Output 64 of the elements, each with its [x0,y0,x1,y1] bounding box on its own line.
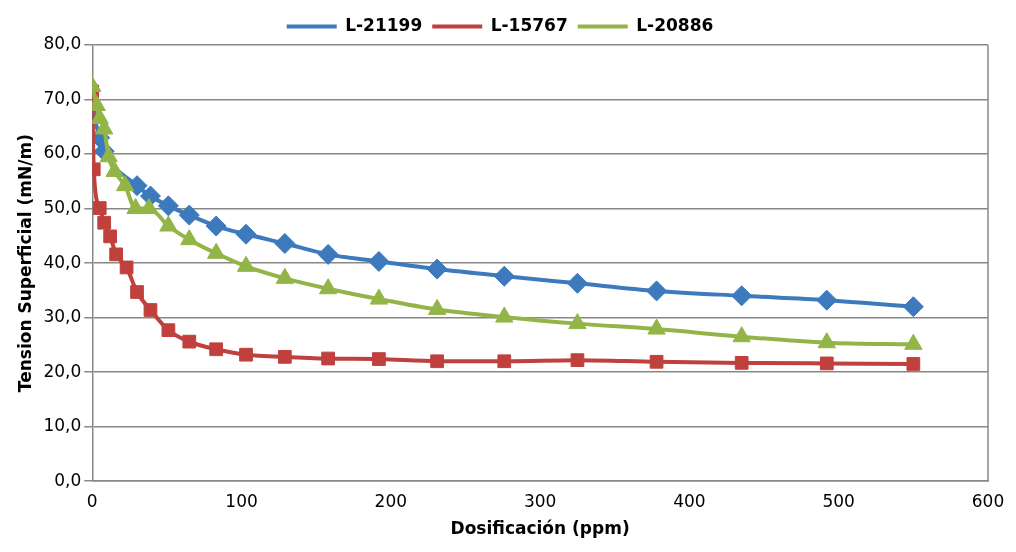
y-tick-label: 40,0 [43,251,82,272]
point [105,161,124,177]
point [115,175,135,192]
point [274,232,296,254]
y-tick-label: 20,0 [43,360,82,381]
point [143,303,158,317]
point [130,285,144,299]
point [178,204,200,226]
point [205,215,227,237]
point [97,215,112,230]
point [731,285,753,307]
x-tick-label: 300 [523,490,557,511]
legend-label: L-20886 [636,14,714,35]
y-tick-label: 50,0 [43,197,82,217]
point [497,354,512,369]
x-axis-title: Dosificación (ppm) [450,518,630,539]
x-tick-label: 600 [971,490,1005,511]
point [493,265,515,287]
point [103,229,118,244]
x-tick-label: 500 [822,490,855,511]
point [99,146,118,163]
point [819,356,834,371]
point [109,247,123,262]
point [119,260,134,275]
legend-label: L-15767 [490,14,568,35]
x-tick-label: 0 [86,490,98,511]
point [906,357,921,371]
point [182,334,197,349]
point [816,289,838,311]
point [157,195,179,217]
point [734,356,749,370]
point [570,353,585,368]
point [239,347,253,362]
point [368,250,390,272]
point [139,198,159,215]
point [372,352,386,366]
y-tick-label: 70,0 [43,87,82,108]
point [161,323,176,338]
point [902,296,924,318]
point [321,351,335,366]
point [126,198,145,215]
point [566,272,588,294]
point [277,350,292,364]
point [649,354,664,369]
y-axis-title: Tension Superficial (mN/m) [14,134,35,393]
point [92,201,107,215]
point [318,278,338,295]
y-tick-label: 10,0 [43,415,82,436]
x-tick-label: 100 [225,490,258,511]
y-tick-label: 60,0 [43,142,82,163]
y-tick-label: 0,0 [54,469,82,490]
legend-label: L-21199 [345,14,423,35]
point [426,258,448,280]
point [180,229,199,246]
point [646,280,668,302]
y-tick-label: 30,0 [43,306,82,327]
point [235,223,257,245]
point [317,243,339,265]
point [430,354,444,369]
y-tick-label: 80,0 [43,33,82,54]
x-tick-label: 400 [673,490,706,511]
x-tick-label: 200 [374,490,408,511]
point [159,215,178,232]
point [209,342,224,357]
